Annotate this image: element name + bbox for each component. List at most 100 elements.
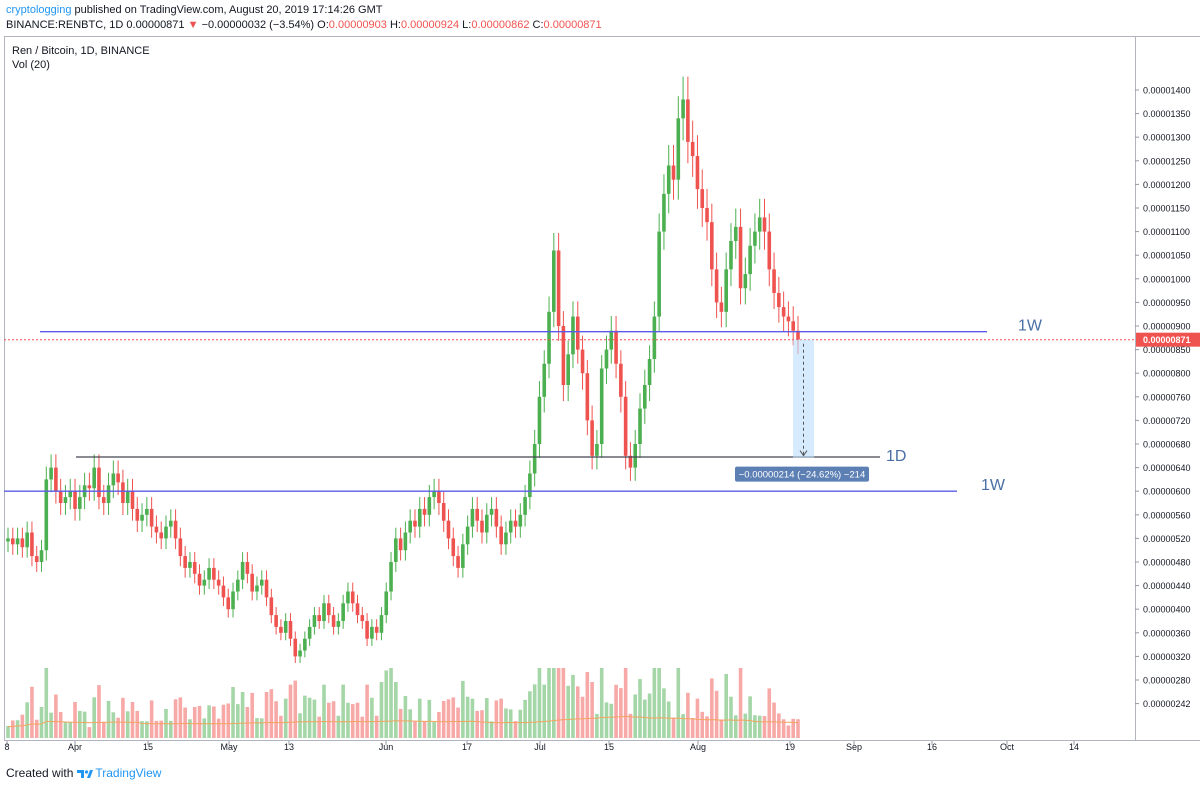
level-label-1d: 1D: [886, 448, 906, 465]
volume-bar: [178, 697, 183, 738]
candle-body: [370, 626, 374, 639]
candle-body: [513, 520, 518, 527]
volume-bar: [461, 680, 465, 738]
volume-bar: [288, 684, 293, 738]
volume-bar: [54, 694, 58, 738]
volume-bar: [781, 719, 786, 738]
candle-body: [111, 473, 116, 486]
volume-bar: [192, 707, 197, 738]
volume-bar: [571, 674, 575, 738]
volume-bar: [370, 697, 374, 738]
volume-bar: [499, 698, 503, 738]
volume-bar: [786, 725, 791, 738]
candle-body: [700, 189, 705, 208]
open-value: 0.00000903: [328, 19, 387, 31]
volume-bar: [489, 721, 494, 738]
volume-bar: [542, 684, 547, 738]
tradingview-brand[interactable]: TradingView: [95, 766, 162, 780]
volume-bar: [686, 692, 690, 738]
volume-bar: [523, 699, 527, 738]
volume-bar: [465, 696, 470, 738]
chart-legend: Ren / Bitcoin, 1D, BINANCE Vol (20): [12, 44, 150, 72]
candle-body: [499, 526, 503, 545]
volume-bar: [633, 694, 638, 738]
legend-volume[interactable]: Vol (20): [12, 59, 50, 71]
candle-body: [322, 603, 326, 621]
candle-body: [484, 514, 489, 533]
volume-bar: [666, 701, 671, 738]
volume-bar: [757, 715, 762, 738]
candle-body: [791, 321, 796, 331]
y-tick-label: 0.00001100: [1143, 227, 1190, 237]
candle-body: [623, 396, 628, 456]
volume-bar: [34, 719, 39, 738]
candles: [6, 76, 800, 664]
volume-bar: [101, 721, 106, 738]
chart-pane[interactable]: [4, 36, 1135, 741]
candle-body: [532, 444, 537, 474]
candle-body: [638, 408, 642, 444]
volume-bar: [623, 668, 628, 738]
current-price-tag: [1136, 332, 1200, 347]
candle-body: [97, 467, 101, 498]
y-tick-label: 0.00000320: [1143, 652, 1191, 662]
volume-bar: [97, 685, 101, 738]
candle-body: [341, 603, 345, 621]
y-tick-label: 0.00001250: [1143, 156, 1191, 166]
candle-body: [346, 591, 350, 604]
candle-body: [705, 208, 709, 223]
publisher-name[interactable]: cryptologging: [6, 4, 72, 16]
legend-title[interactable]: Ren / Bitcoin, 1D, BINANCE: [12, 45, 150, 57]
volume-bar: [738, 668, 743, 738]
candle-body: [116, 473, 120, 483]
volume-bar: [504, 708, 508, 738]
candle-body: [173, 520, 178, 539]
candle-body: [657, 231, 661, 317]
footer: Created with TradingView: [6, 766, 161, 780]
volume-bar: [408, 709, 412, 738]
x-tick-label: 17: [462, 742, 472, 752]
volume-bar: [312, 699, 317, 738]
volume-bar: [87, 727, 92, 738]
candle-body: [264, 579, 269, 598]
low-value: 0.00000862: [471, 19, 530, 31]
candle-body: [130, 491, 135, 509]
candle-body: [417, 508, 422, 527]
candle-body: [609, 330, 614, 350]
candle-body: [437, 491, 441, 503]
x-tick-label: Oct: [1000, 742, 1015, 752]
volume-bar: [10, 720, 15, 738]
volume-bar: [590, 682, 594, 738]
candle-body: [796, 330, 800, 340]
y-tick-label: 0.00000720: [1143, 416, 1191, 426]
volume-bar: [762, 716, 767, 738]
volume-bar: [145, 721, 149, 738]
volume-bar: [374, 715, 379, 738]
candle-body: [552, 250, 556, 312]
candle-body: [312, 615, 317, 627]
volume-bar: [202, 718, 207, 738]
candle-body: [748, 245, 752, 275]
y-tick-label: 0.00000360: [1143, 628, 1191, 638]
candle-body: [188, 562, 192, 568]
volume-bar: [528, 691, 532, 738]
candle-body: [556, 250, 561, 326]
candle-body: [73, 491, 77, 509]
volume-bar: [341, 684, 345, 738]
candle-body: [25, 532, 29, 548]
volume-bar: [767, 688, 772, 738]
x-tick-label: 15: [143, 742, 153, 752]
x-tick-label: Jun: [379, 742, 394, 752]
price-axis[interactable]: [1135, 36, 1200, 741]
candle-body: [456, 556, 460, 568]
volume-bar: [714, 690, 719, 738]
level-label-1w-lower: 1W: [981, 477, 1006, 494]
volume-bar: [255, 718, 259, 738]
candle-body: [164, 526, 168, 539]
volume-bar: [638, 679, 642, 738]
volume-bar: [628, 713, 633, 738]
volume-bar: [446, 699, 451, 738]
volume-bar: [791, 718, 796, 738]
symbol-ohlc-line: BINANCE:RENBTC, 1D 0.00000871 ▼ −0.00000…: [6, 19, 602, 31]
candle-body: [528, 473, 532, 498]
